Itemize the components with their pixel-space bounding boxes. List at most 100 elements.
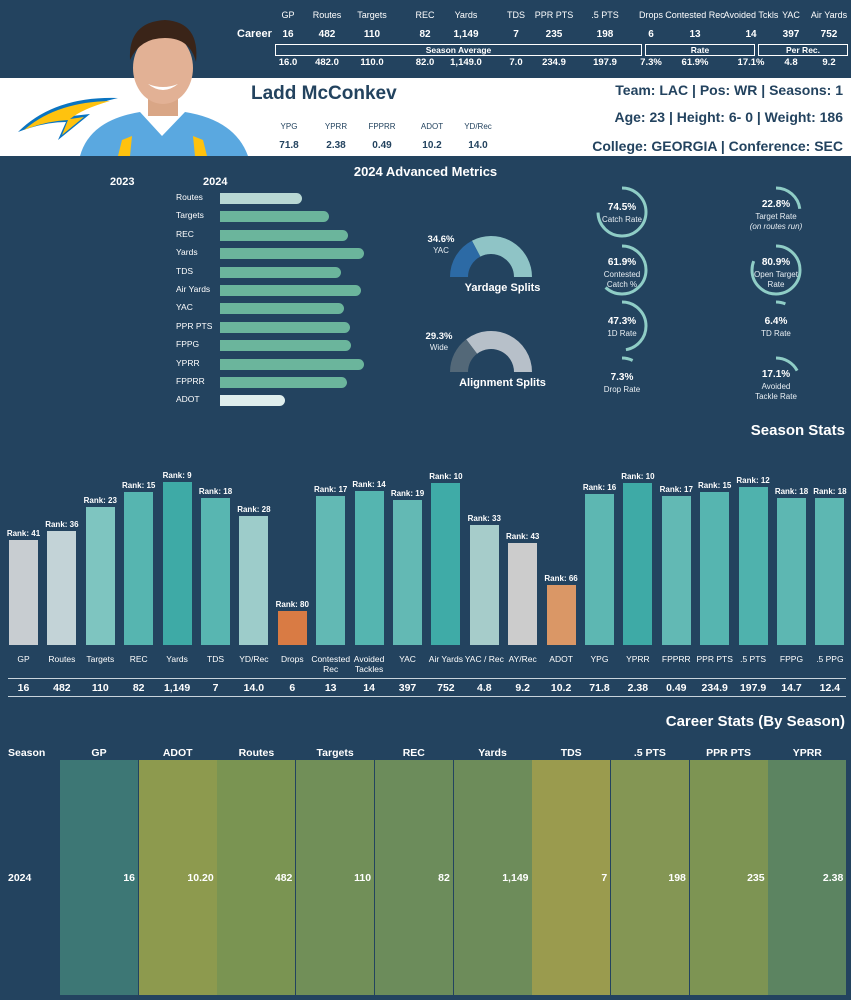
season-stat-label: Yards — [166, 654, 188, 664]
rate-ring-label-2: Rate — [767, 280, 785, 289]
header-average-value: 1,149.0 — [450, 57, 482, 68]
season-bar — [9, 539, 38, 645]
header-career-value: 1,149 — [453, 29, 479, 40]
rate-ring-label-2: (on routes run) — [749, 222, 803, 231]
hbar-bar — [220, 303, 344, 315]
sub-stat-value: 14.0 — [468, 140, 488, 151]
header-col-label: GP — [281, 10, 295, 20]
sub-stat-value: 10.2 — [422, 140, 442, 151]
career-column-header: GP — [91, 747, 107, 759]
season-bar-rank: Rank: 41 — [6, 528, 41, 538]
season-bar — [815, 497, 845, 645]
season-stat-label: Avoided Tackles — [353, 654, 385, 674]
hbar-bar — [220, 340, 352, 352]
career-column-header: REC — [402, 747, 425, 759]
season-bar-rank: Rank: 15 — [122, 481, 156, 491]
season-value: 2024 — [8, 872, 32, 884]
season-bar — [431, 483, 461, 645]
season-stat-value: 82 — [132, 682, 145, 694]
career-column-fill — [217, 760, 296, 995]
season-bar — [661, 496, 691, 645]
season-bar — [585, 494, 614, 645]
rate-ring — [596, 244, 648, 296]
career-column-fill — [60, 760, 138, 995]
header-career-value: 13 — [689, 29, 701, 40]
season-average-label: Season Average — [275, 44, 642, 56]
season-bar — [239, 516, 269, 645]
career-column-fill — [453, 760, 532, 995]
season-bar — [546, 585, 576, 645]
season-bar — [124, 492, 154, 645]
season-bar-rank: Rank: 18 — [198, 486, 233, 496]
season-stat-value: 4.8 — [476, 682, 492, 694]
rate-ring-arc — [750, 300, 802, 352]
season-bar-rank: Rank: 18 — [813, 486, 847, 496]
hbar-label: FPPG — [176, 339, 200, 350]
header-col-label: Avoided Tckls — [723, 10, 779, 20]
season-bar — [469, 525, 499, 645]
season-column-label: Season — [8, 747, 46, 759]
career-column-fill — [768, 760, 847, 995]
hbar-label: TDS — [176, 265, 193, 276]
header-career-value: 198 — [596, 29, 614, 40]
season-stat-value: 16 — [17, 682, 30, 694]
header-career-value: 6 — [648, 29, 654, 40]
hbar-bar — [220, 229, 349, 241]
hbar-bar — [220, 211, 330, 223]
rate-ring — [596, 186, 648, 238]
career-stats-title: Career Stats (By Season) — [665, 713, 845, 730]
season-bar-rank: Rank: 80 — [275, 599, 309, 609]
rate-ring-label: Catch Rate — [601, 215, 643, 224]
header-career-value: 16 — [282, 29, 294, 40]
season-stat-label: YAC / Rec — [464, 654, 504, 664]
season-bar — [162, 481, 192, 645]
season-bar-rank: Rank: 17 — [659, 485, 693, 495]
hbar-bar — [220, 358, 364, 370]
hbar-label: Air Yards — [176, 284, 211, 294]
hbar-bar — [220, 266, 341, 278]
hbar-label: PPR PTS — [176, 320, 213, 331]
season-stat-label: .5 PTS — [740, 654, 767, 664]
alignment-sub: Wide — [429, 343, 449, 352]
season-bar-rank: Rank: 36 — [45, 519, 79, 529]
header-col-label: REC — [415, 10, 435, 20]
rate-ring-label: Contested — [603, 270, 641, 279]
career-column-value: 482 — [274, 872, 293, 884]
rate-ring-arc — [750, 244, 802, 296]
season-stat-label: Air Yards — [428, 654, 463, 664]
career-column-header: TDS — [560, 747, 582, 759]
header-average-value: 9.2 — [822, 57, 836, 68]
career-column-header: Targets — [316, 747, 354, 759]
season-stat-label: Contested Rec — [311, 654, 351, 674]
season-stat-value: 14 — [363, 682, 375, 694]
season-bar — [623, 483, 653, 645]
header-career-value: 235 — [545, 29, 563, 40]
season-bar — [354, 490, 384, 645]
rate-ring-label: Avoided — [761, 382, 791, 391]
header-col-label: Targets — [357, 10, 387, 20]
hbar-bar — [220, 321, 350, 333]
hbar-label: Yards — [176, 247, 198, 258]
team-logo-icon — [18, 97, 118, 140]
season-bar-rank: Rank: 16 — [582, 483, 617, 493]
season-bar — [201, 497, 230, 645]
career-column-fill — [138, 760, 217, 995]
career-column-fill — [532, 760, 611, 995]
header-average-value: 4.8 — [784, 57, 798, 68]
season-bar — [316, 496, 346, 645]
season-stat-value: 10.2 — [550, 682, 572, 694]
career-column-value: 7 — [601, 872, 608, 884]
season-stat-label: PPR PTS — [696, 654, 733, 664]
alignment-pct: 29.3% — [425, 331, 453, 342]
rate-ring-value: 74.5% — [607, 202, 637, 213]
yardage-sub: YAC — [433, 246, 449, 255]
sub-stat-value: 0.49 — [372, 140, 392, 151]
season-bar — [508, 543, 538, 645]
career-column-header: Yards — [478, 747, 507, 759]
alignment-gauge-rest — [466, 331, 532, 373]
sub-stat-value: 2.38 — [326, 140, 346, 151]
rate-ring — [596, 300, 648, 352]
header-col-label: PPR PTS — [534, 10, 574, 20]
hbar-label: Targets — [176, 210, 204, 221]
header-average-value: 17.1% — [737, 57, 765, 68]
